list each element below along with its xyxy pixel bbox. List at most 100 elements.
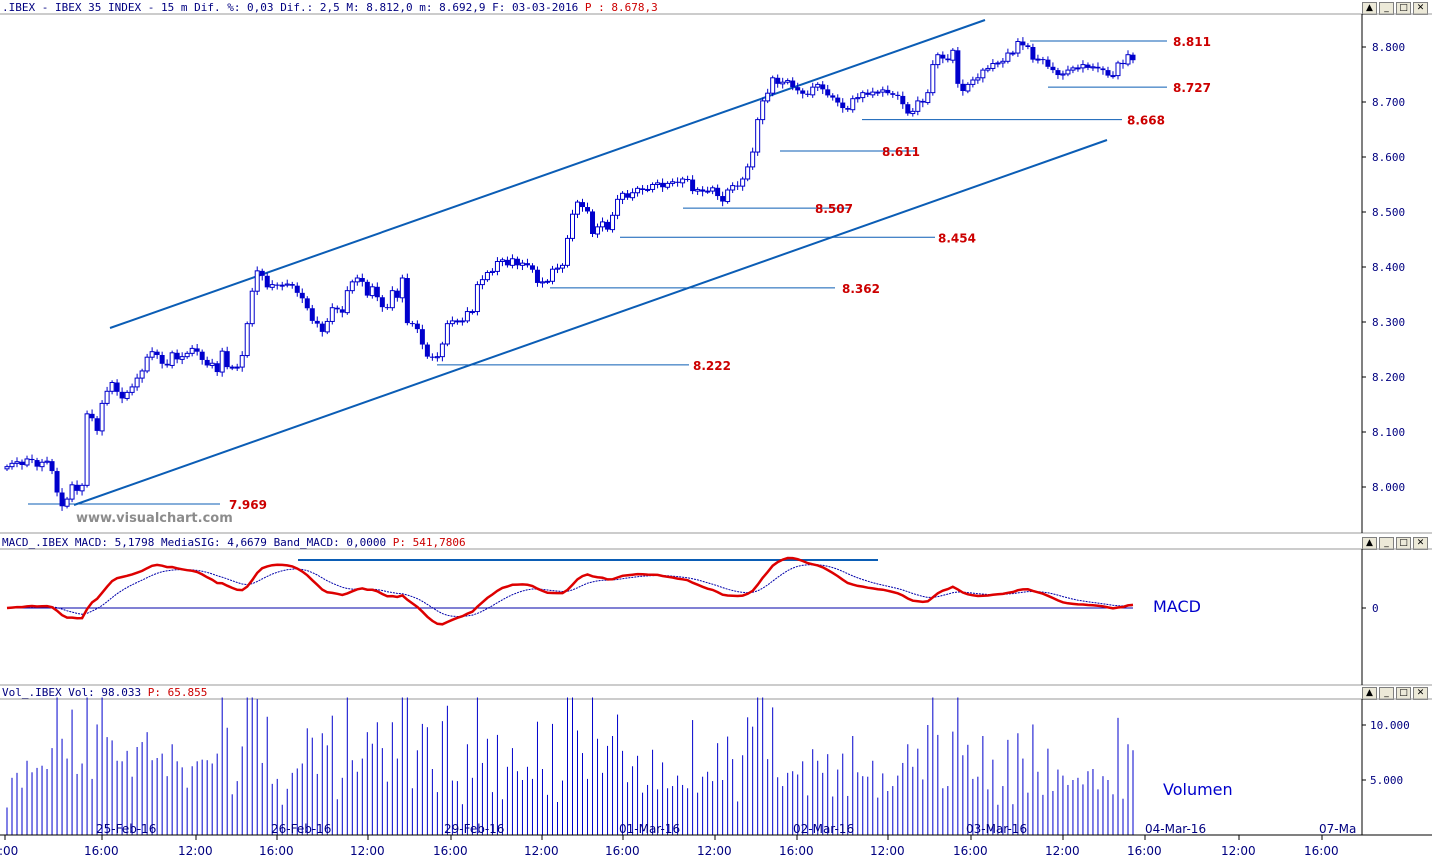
candle-body-down [920, 100, 926, 103]
candle-body-down [364, 281, 370, 296]
candle-body-down [259, 270, 265, 276]
candle-body-up [1015, 41, 1021, 54]
candle-body-down [1050, 66, 1056, 71]
candle-body-up [179, 356, 185, 360]
candle-body-down [294, 285, 300, 293]
macd-window-buttons: ▲ _ □ ✕ [1362, 537, 1428, 550]
candle-body-down [585, 207, 591, 212]
date-label: 01-Mar-16 [619, 822, 680, 836]
candle-body-up [219, 350, 225, 373]
candle-body-down [204, 359, 210, 366]
candle-body-down [309, 308, 315, 321]
candle-body-up [925, 92, 931, 104]
candle-body-up [915, 100, 921, 112]
candle-body-down [625, 193, 631, 198]
candle-body-down [885, 89, 891, 94]
candle-body-down [334, 307, 340, 310]
candle-body-up [935, 54, 941, 66]
macd-tick-label: 0 [1372, 602, 1379, 615]
candle-body-down [359, 278, 365, 282]
candle-body-down [59, 492, 65, 507]
candle-body-up [239, 355, 245, 368]
channel-lower-line [73, 139, 1108, 506]
macd-value: MACD: 5,1798 [74, 536, 155, 549]
level-label: 8.507 [815, 202, 853, 216]
candle-body-up [519, 262, 525, 266]
candle-body-up [665, 182, 671, 188]
candle-body-up [229, 366, 235, 369]
candle-body-down [720, 196, 726, 202]
candle-body-up [434, 356, 440, 359]
candle-body-down [89, 413, 95, 419]
candle-body-up [489, 270, 495, 273]
price-header: .IBEX - IBEX 35 INDEX - 15 m Dif. %: 0,0… [2, 1, 658, 14]
maximize-button[interactable]: □ [1396, 687, 1411, 700]
candle-body-down [825, 89, 831, 96]
candle-body-up [459, 320, 465, 323]
candle-body-down [675, 181, 681, 183]
candle-body-up [564, 237, 570, 266]
candle-body-up [870, 91, 876, 96]
candle-body-down [19, 461, 25, 465]
volume-window-buttons: ▲ _ □ ✕ [1362, 687, 1428, 700]
candle-body-up [439, 343, 445, 358]
candle-body-up [745, 166, 751, 180]
candle-body-up [144, 356, 150, 372]
candle-body-up [965, 83, 971, 92]
level-label: 8.668 [1127, 114, 1165, 128]
candle-body-up [785, 80, 791, 83]
candle-body-up [544, 280, 550, 283]
candle-body-up [14, 461, 20, 464]
candle-body-down [1020, 41, 1026, 46]
candle-body-up [880, 89, 886, 93]
time-label: 16:00 [1127, 844, 1162, 857]
candle-body-up [615, 198, 621, 216]
close-button[interactable]: ✕ [1413, 2, 1428, 15]
candle-body-down [895, 94, 901, 96]
candle-body-up [1110, 75, 1116, 78]
candle-body-down [790, 80, 796, 88]
candle-body-up [464, 311, 470, 322]
time-label: 16:00 [605, 844, 640, 857]
candle-body-down [685, 179, 691, 180]
candle-body-up [44, 460, 50, 463]
candle-body-down [1025, 45, 1031, 47]
time-label: 16:00 [84, 844, 119, 857]
candle-body-down [164, 363, 170, 366]
candle-body-down [54, 471, 60, 493]
candle-body-up [860, 92, 866, 99]
candle-body-down [795, 87, 801, 91]
candle-body-up [554, 267, 560, 270]
date-label: 03-Mar-16 [966, 822, 1027, 836]
candle-body-up [695, 188, 701, 192]
candle-body-up [770, 77, 776, 94]
candle-body-up [755, 119, 761, 153]
date-label: 04-Mar-16 [1145, 822, 1206, 836]
date-label: 29-Feb-16 [444, 822, 504, 836]
candle-body-up [549, 268, 555, 282]
candle-body-up [760, 100, 766, 121]
price-panel: .IBEX - IBEX 35 INDEX - 15 m Dif. %: 0,0… [2, 1, 1428, 526]
candle-body-up [570, 213, 576, 239]
candle-body-up [950, 49, 956, 61]
candle-body-up [1060, 73, 1066, 76]
candle-body-down [1105, 70, 1111, 76]
candle-body-up [349, 281, 355, 292]
candle-body-up [269, 284, 275, 288]
dif: Dif.: 2,5 [280, 1, 340, 14]
candle-body-up [4, 466, 10, 470]
candle-body-up [249, 290, 255, 325]
time-label: 16:00 [259, 844, 294, 857]
candle-body-up [329, 307, 335, 322]
minimize-button[interactable]: _ [1379, 537, 1394, 550]
candle-body-up [1065, 69, 1071, 75]
level-label: 8.811 [1173, 35, 1211, 49]
candle-body-up [655, 182, 661, 186]
candle-body-up [479, 279, 485, 286]
candle-body-up [630, 192, 636, 199]
candle-body-up [99, 402, 105, 432]
candle-body-up [705, 190, 711, 193]
candle-body-down [504, 259, 510, 266]
candle-body-up [539, 281, 545, 284]
candle-body-up [765, 92, 771, 102]
